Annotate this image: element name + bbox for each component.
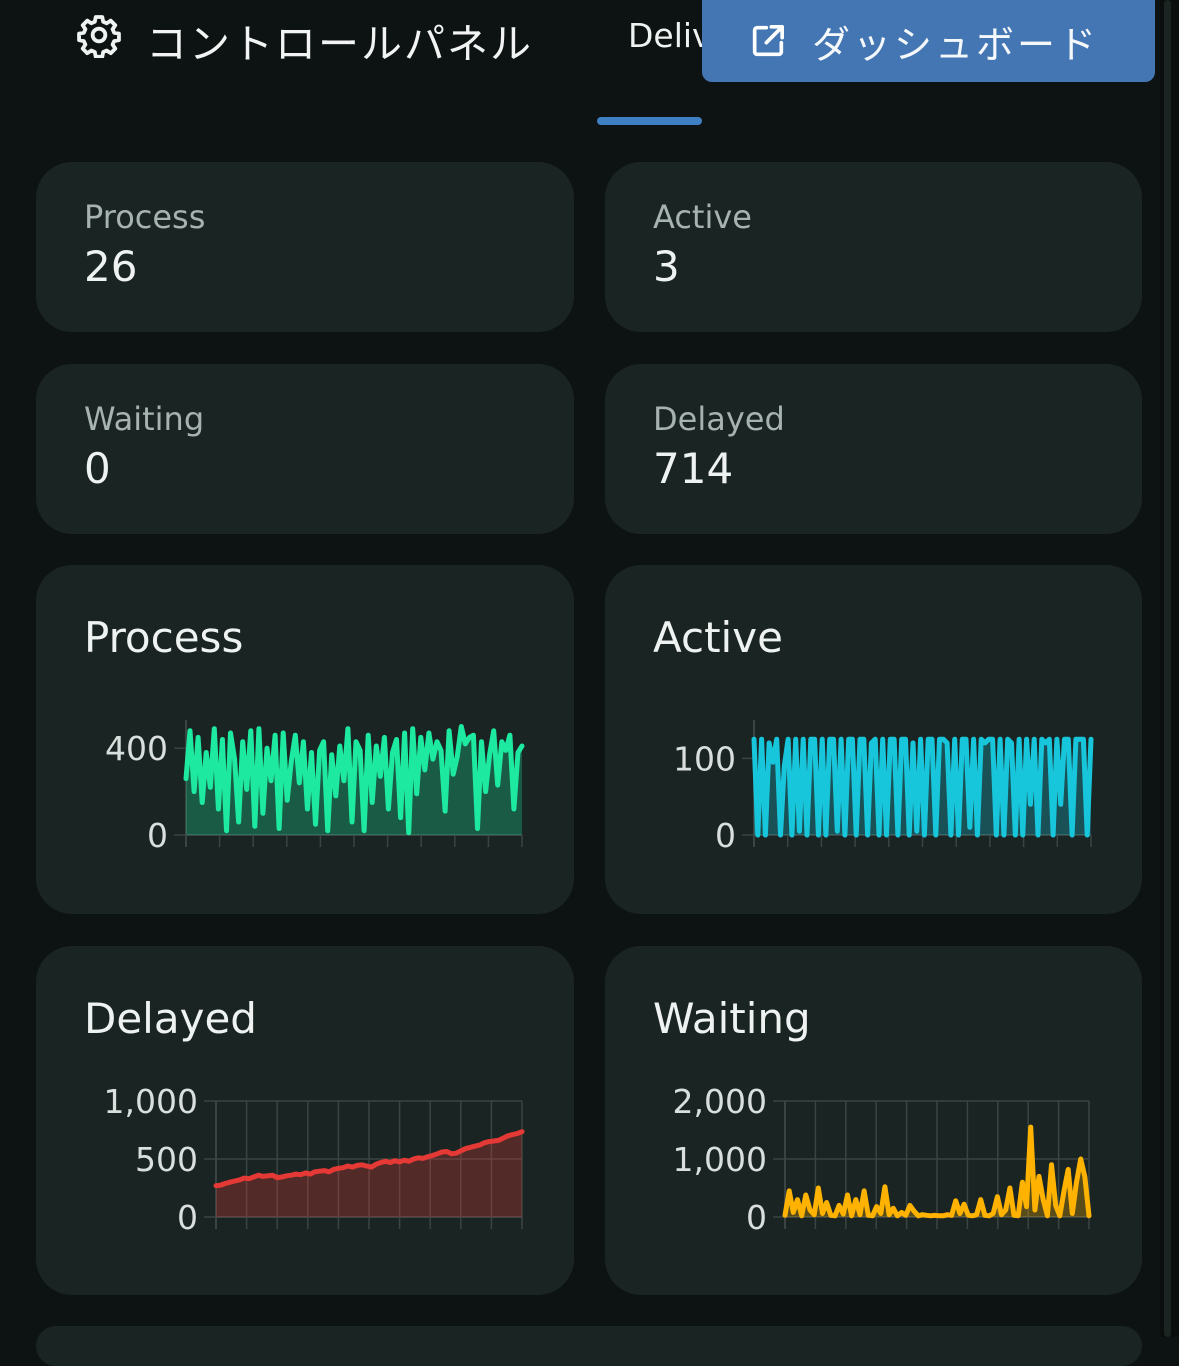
series-line	[183, 724, 525, 836]
delayed-chart: 1,000 500 0	[104, 1082, 525, 1237]
y-tick-label: 0	[147, 816, 168, 855]
dashboard-button[interactable]: ダッシュボード	[702, 0, 1155, 82]
chart-card-active: Active 100 0	[605, 565, 1142, 914]
gear-icon[interactable]	[76, 12, 122, 58]
external-link-icon	[752, 25, 784, 57]
stat-card-delayed: Delayed 714	[605, 364, 1142, 534]
process-chart: 400 0	[105, 720, 525, 855]
stat-card-active: Active 3	[605, 162, 1142, 332]
stat-card-waiting: Waiting 0	[36, 364, 574, 534]
y-tick-label: 1,000	[104, 1082, 198, 1121]
scrollbar-thumb[interactable]	[1164, 0, 1171, 1337]
app-header: コントロールパネル Deliv ダッシュボード	[0, 0, 1179, 140]
series-line	[751, 736, 1094, 838]
stat-label: Process	[84, 198, 206, 236]
y-tick-label: 500	[135, 1140, 198, 1179]
chart-title: Active	[653, 613, 783, 662]
stat-label: Delayed	[653, 400, 785, 438]
series-line	[782, 1124, 1092, 1219]
stat-value: 26	[84, 242, 138, 291]
next-card	[36, 1326, 1142, 1366]
stat-value: 714	[653, 444, 734, 493]
y-tick-label: 2,000	[673, 1082, 767, 1121]
chart-card-waiting: Waiting 2,000 1,000 0	[605, 946, 1142, 1295]
chart-title: Delayed	[84, 994, 257, 1043]
tab-delivery[interactable]: Deliv	[628, 16, 708, 55]
y-tick-label: 1,000	[673, 1140, 767, 1179]
y-tick-label: 400	[105, 729, 168, 768]
chart-title: Waiting	[653, 994, 811, 1043]
y-tick-label: 0	[177, 1198, 198, 1237]
dashboard-button-label: ダッシュボード	[812, 22, 1100, 67]
chart-card-process: Process 400 0	[36, 565, 574, 914]
waiting-chart: 2,000 1,000 0	[673, 1082, 1092, 1237]
series-line	[213, 1129, 525, 1189]
stat-value: 3	[653, 242, 680, 291]
y-tick-label: 0	[746, 1198, 767, 1237]
stat-label: Active	[653, 198, 752, 236]
y-tick-label: 0	[715, 816, 736, 855]
stat-value: 0	[84, 444, 111, 493]
y-tick-label: 100	[673, 739, 736, 778]
page-title: コントロールパネル	[146, 20, 533, 68]
chart-card-delayed: Delayed 1,000 500 0	[36, 946, 574, 1295]
series-area	[186, 726, 522, 835]
stat-label: Waiting	[84, 400, 205, 438]
stat-card-process: Process 26	[36, 162, 574, 332]
tab-indicator	[597, 117, 702, 125]
active-chart: 100 0	[673, 720, 1094, 855]
chart-title: Process	[84, 613, 244, 662]
